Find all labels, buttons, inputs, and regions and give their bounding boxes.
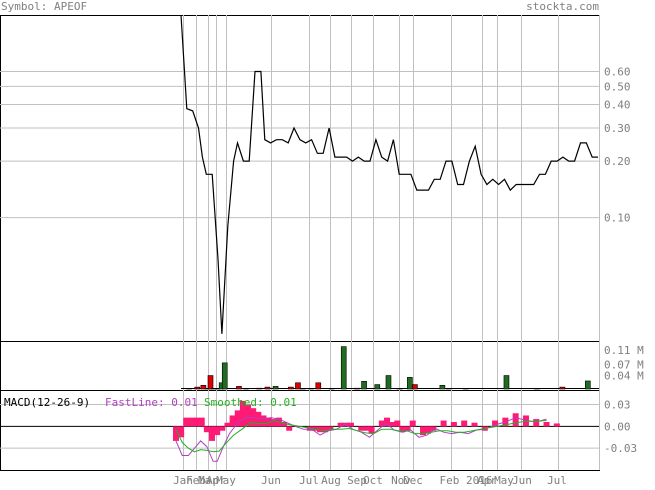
macd-histogram-bar [199, 418, 205, 427]
macd-histogram-bar [513, 413, 519, 426]
y-tick-label: 0.30 [604, 122, 631, 135]
y-tick-label: 0.20 [604, 155, 631, 168]
x-tick-label: Dec [403, 474, 423, 486]
volume-bar-down [236, 386, 241, 389]
macd-histogram-bar [348, 423, 354, 427]
volume-bar-up [504, 376, 509, 389]
macd-histogram-bar [363, 426, 369, 430]
macd-title: MACD(12-26-9) [4, 396, 90, 409]
macd-histogram-bar [209, 426, 215, 441]
symbol-label: Symbol: APEOF [1, 0, 87, 13]
y-tick-label: 0.40 [604, 99, 631, 112]
volume-bar-up [362, 381, 367, 389]
volume-tick-label: 0.11 M [604, 344, 644, 357]
macd-histogram-bar [194, 418, 200, 427]
macd-fast-label: FastLine: 0.01 [105, 396, 198, 409]
macd-histogram-bar [369, 426, 375, 433]
macd-histogram-bar [204, 426, 210, 432]
macd-histogram-bar [410, 421, 416, 427]
x-tick-label: Jul [547, 474, 567, 486]
volume-bar-down [560, 387, 565, 389]
volume-bar-up [341, 347, 346, 389]
volume-bar-up [375, 385, 380, 389]
macd-histogram-bar [533, 419, 539, 426]
volume-bar-down [288, 387, 293, 389]
price-line [181, 15, 598, 334]
volume-bar-down [316, 383, 321, 389]
y-tick-label: 0.10 [604, 212, 631, 225]
volume-tick-label: 0.04 M [604, 370, 644, 383]
macd-histogram-bar [394, 421, 400, 427]
macd-histogram-bar [230, 415, 236, 426]
volume-bar-up [440, 385, 445, 389]
macd-smoothed-label: Smoothed: 0.01 [204, 396, 297, 409]
y-tick-label: 0.50 [604, 80, 631, 93]
macd-histogram-bar [554, 423, 560, 426]
macd-histogram-bar [544, 422, 550, 426]
volume-bar-up [585, 381, 590, 389]
macd-histogram-bar [461, 421, 467, 427]
macd-histogram-bar [224, 423, 230, 427]
volume-bar-down [201, 385, 206, 389]
macd-histogram-bar [219, 426, 225, 430]
macd-histogram-bar [214, 426, 220, 435]
macd-histogram-bar [389, 422, 395, 426]
macd-tick-label: -0.03 [604, 442, 637, 455]
volume-bar-up [407, 377, 412, 389]
x-tick-label: Jun [261, 474, 281, 486]
x-tick-label: May [216, 474, 236, 486]
brand-label: stockta.com [526, 0, 599, 13]
x-tick-label: Jun [512, 474, 532, 486]
volume-bar-down [265, 387, 270, 389]
volume-bar-down [195, 387, 200, 389]
macd-histogram-bar [384, 418, 390, 427]
macd-histogram-bar [358, 426, 364, 430]
macd-tick-label: 0.00 [604, 420, 631, 433]
volume-bar-down [208, 376, 213, 389]
chart-frame [1, 16, 600, 471]
macd-histogram-bar [271, 419, 277, 426]
x-tick-label: Jul [299, 474, 319, 486]
volume-bar-up [386, 376, 391, 389]
x-tick-label: Oct [363, 474, 383, 486]
volume-bar-up [222, 363, 227, 389]
volume-bar-down [412, 385, 417, 389]
macd-tick-label: 0.03 [604, 399, 631, 412]
macd-histogram-bar [183, 418, 189, 427]
macd-histogram-bar [441, 421, 447, 427]
macd-histogram-bar [260, 415, 266, 426]
volume-bar-up [273, 386, 278, 389]
macd-histogram-bar [451, 422, 457, 426]
x-tick-label: Aug [321, 474, 341, 486]
volume-bar-down [295, 383, 300, 389]
macd-histogram-bar [188, 418, 194, 427]
volume-bar-down [354, 388, 359, 389]
macd-histogram-bar [235, 410, 241, 426]
macd-histogram-bar [471, 423, 477, 427]
y-tick-label: 0.60 [604, 66, 631, 79]
macd-histogram-bar [286, 426, 292, 430]
volume-bar-down [257, 388, 262, 389]
